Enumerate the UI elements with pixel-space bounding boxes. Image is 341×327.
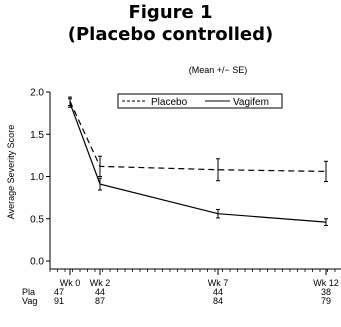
series-line-vagifem: [69, 102, 327, 223]
y-tick-label: 0.0: [30, 257, 44, 268]
y-tick-label: 2.0: [30, 88, 44, 99]
x-tick-label: Wk 0: [60, 278, 81, 288]
figure-subtitle: (Placebo controlled): [67, 24, 274, 45]
y-tick-label: 1.5: [30, 130, 44, 141]
x-tick-label: Wk 7: [208, 278, 229, 288]
legend-label-vagifem: Vagifem: [233, 97, 269, 108]
sample-size-table: Pla 47 44 44 38 Vag 91 87 84 79: [22, 287, 331, 306]
x-tick-label: Wk 2: [90, 278, 111, 288]
n-value: 91: [54, 296, 64, 306]
n-value: 44: [95, 287, 105, 297]
n-value: 87: [95, 296, 105, 306]
figure-title: Figure 1: [128, 2, 213, 23]
series-layer: [68, 96, 328, 227]
n-value: 84: [213, 296, 223, 306]
n-value: 44: [213, 287, 223, 297]
n-value: 47: [54, 287, 64, 297]
legend-box: [117, 93, 283, 109]
series-line-placebo: [69, 101, 327, 173]
n-row-label: Vag: [22, 296, 37, 306]
y-tick-label: 1.0: [30, 172, 44, 183]
chart-subtitle: (Mean +/− SE): [189, 65, 248, 75]
n-row-label: Pla: [22, 287, 35, 297]
n-value: 38: [321, 287, 331, 297]
legend: Placebo Vagifem: [117, 93, 283, 109]
x-ticks: Wk 0 Wk 2 Wk 7 Wk 12: [49, 269, 339, 288]
y-tick-label: 0.5: [30, 214, 44, 225]
n-value: 79: [321, 296, 331, 306]
y-axis-label: Average Severity Score: [6, 125, 16, 219]
x-tick-label: Wk 12: [313, 278, 339, 288]
legend-label-placebo: Placebo: [151, 97, 188, 108]
y-ticks: 0.0 0.5 1.0 1.5 2.0: [30, 88, 50, 268]
